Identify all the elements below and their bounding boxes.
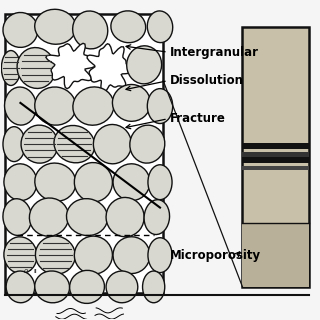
Bar	[243, 166, 309, 170]
Ellipse shape	[67, 199, 108, 236]
Ellipse shape	[112, 84, 150, 121]
Ellipse shape	[113, 164, 150, 201]
Ellipse shape	[144, 200, 170, 235]
Text: -: -	[28, 268, 31, 274]
Ellipse shape	[148, 165, 172, 200]
Ellipse shape	[93, 124, 132, 164]
Ellipse shape	[35, 163, 76, 201]
Ellipse shape	[106, 197, 144, 237]
Bar	[4, 14, 163, 293]
Ellipse shape	[73, 11, 108, 49]
Ellipse shape	[147, 11, 173, 43]
Ellipse shape	[148, 238, 172, 273]
Bar	[243, 152, 309, 157]
Ellipse shape	[3, 199, 32, 236]
Ellipse shape	[147, 89, 173, 124]
Text: Intergranular: Intergranular	[170, 46, 259, 59]
Ellipse shape	[35, 271, 69, 303]
Ellipse shape	[3, 12, 38, 47]
Ellipse shape	[113, 237, 150, 274]
Ellipse shape	[4, 164, 37, 201]
Text: Dissolution: Dissolution	[170, 74, 244, 87]
Ellipse shape	[4, 87, 36, 125]
Bar	[243, 223, 309, 287]
Bar	[243, 142, 309, 149]
Text: II: II	[33, 268, 37, 274]
Ellipse shape	[1, 51, 20, 85]
Ellipse shape	[17, 48, 55, 88]
Text: Microporosity: Microporosity	[170, 249, 261, 262]
Ellipse shape	[35, 87, 76, 125]
Ellipse shape	[130, 125, 165, 163]
Polygon shape	[46, 43, 96, 89]
Ellipse shape	[6, 271, 35, 303]
Ellipse shape	[70, 270, 104, 303]
Ellipse shape	[74, 236, 112, 274]
Ellipse shape	[54, 125, 95, 163]
Ellipse shape	[3, 127, 25, 162]
Text: 0: 0	[24, 268, 28, 274]
Ellipse shape	[21, 125, 58, 163]
Bar	[243, 27, 309, 287]
Ellipse shape	[142, 271, 165, 303]
Ellipse shape	[29, 198, 68, 236]
Ellipse shape	[35, 9, 76, 44]
Text: Fracture: Fracture	[170, 112, 225, 125]
Ellipse shape	[106, 271, 138, 303]
Bar	[243, 157, 309, 163]
Polygon shape	[87, 44, 133, 93]
Ellipse shape	[73, 87, 114, 125]
Ellipse shape	[74, 163, 112, 202]
Ellipse shape	[36, 236, 75, 274]
Ellipse shape	[127, 46, 162, 84]
Ellipse shape	[111, 11, 146, 43]
Ellipse shape	[4, 237, 37, 274]
